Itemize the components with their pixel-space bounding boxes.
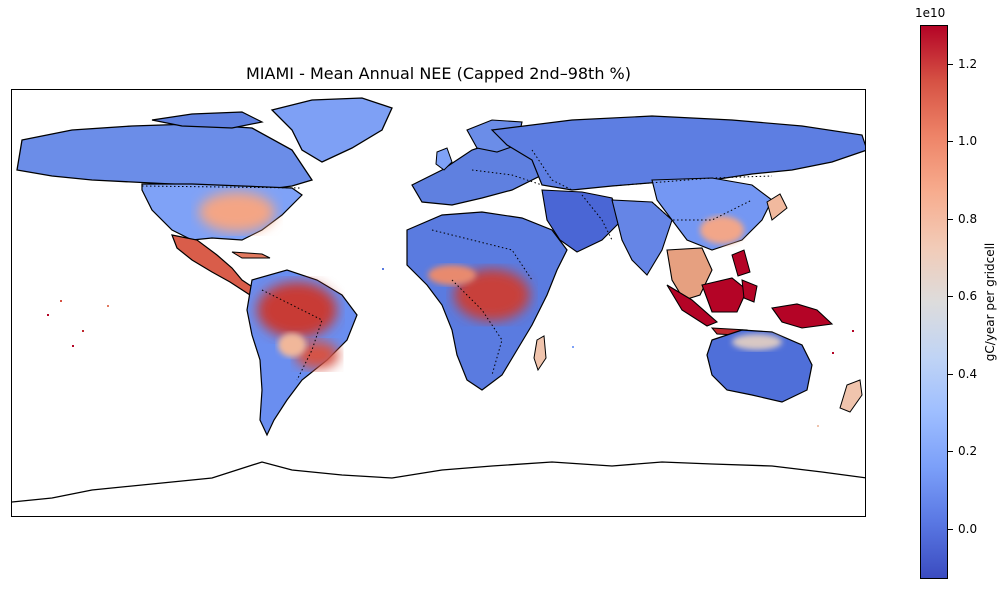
land-australia — [706, 329, 813, 403]
land-madagascar — [533, 335, 547, 372]
land-borneo — [701, 277, 748, 313]
land-great-britain — [435, 147, 453, 171]
land-cuba — [231, 251, 271, 259]
land-south-asia — [611, 199, 673, 276]
colorbar-tick — [948, 451, 953, 453]
antarctica-coastline — [12, 461, 865, 503]
colorbar-tick — [948, 373, 953, 375]
colorbar-tick — [948, 63, 953, 65]
colorbar-offset-text: 1e10 — [915, 6, 946, 20]
land-sumatra — [666, 284, 719, 327]
colorbar-tick — [948, 528, 953, 530]
land-russia — [490, 115, 865, 191]
colorbar-tick-label: 0.6 — [958, 289, 978, 304]
north-america — [16, 111, 314, 296]
maritime-southeast-asia — [666, 249, 834, 337]
europe — [411, 119, 553, 206]
region-northern-australia — [732, 334, 782, 350]
colorbar-tick-label: 0.8 — [958, 211, 978, 226]
country-borders — [141, 149, 773, 381]
colorbar — [920, 25, 948, 579]
land-mexico — [171, 234, 259, 296]
region-west-africa — [428, 265, 476, 285]
region-gran-chaco — [278, 333, 306, 357]
region-southeast-china — [700, 216, 744, 244]
land-canada — [16, 123, 314, 191]
land-middle-east — [541, 189, 623, 253]
region-amazon — [257, 282, 337, 338]
land-indochina — [666, 247, 713, 301]
colorbar-tick-label: 1.0 — [958, 134, 978, 149]
colorbar-tick-label: 1.2 — [958, 56, 978, 71]
ocean-pixels — [47, 268, 854, 427]
colorbar-tick-label: 0.2 — [958, 444, 978, 459]
land-new-guinea — [771, 303, 834, 329]
land-new-zealand — [839, 379, 863, 413]
region-central-africa — [454, 269, 530, 321]
oceania — [706, 329, 863, 413]
south-america — [246, 269, 358, 437]
land-greenland — [270, 97, 393, 163]
region-eastern-usa — [199, 192, 275, 232]
land-arctic-islands — [151, 111, 264, 129]
africa — [406, 211, 568, 391]
asia — [490, 115, 865, 301]
colorbar-label: gC/year per gridcell — [983, 242, 997, 362]
land-japan — [766, 193, 788, 221]
land-philippines — [731, 249, 751, 277]
world-map — [12, 97, 865, 503]
colorbar-tick-label: 0.4 — [958, 366, 978, 381]
colorbar-tick — [948, 296, 953, 298]
colorbar-tick-label: 0.0 — [958, 521, 978, 536]
colorbar-tick — [948, 218, 953, 220]
land-sulawesi — [741, 279, 758, 303]
map-panel — [11, 89, 866, 517]
colorbar-tick — [948, 141, 953, 143]
map-title: MIAMI - Mean Annual NEE (Capped 2nd–98th… — [246, 64, 631, 83]
